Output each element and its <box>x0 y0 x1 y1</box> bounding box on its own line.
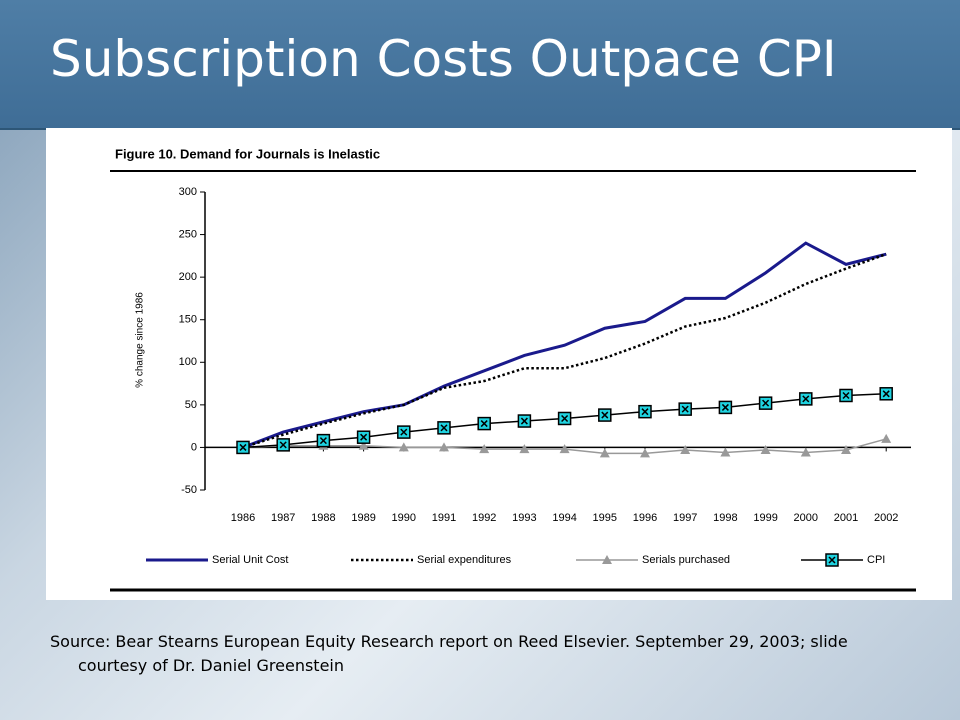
y-tick-label: 150 <box>179 314 197 326</box>
point-marker <box>799 392 813 406</box>
chart: Figure 10. Demand for Journals is Inelas… <box>46 128 952 600</box>
point-marker <box>638 404 652 419</box>
point-marker <box>358 440 369 450</box>
x-tick-label: 1997 <box>673 512 697 524</box>
point-marker <box>437 421 451 435</box>
point-marker <box>479 444 490 454</box>
point-marker <box>439 442 449 452</box>
point-marker <box>557 411 572 426</box>
series-line <box>242 241 887 449</box>
y-tick-label: 100 <box>179 356 197 368</box>
y-tick-label: 50 <box>185 399 197 411</box>
point-marker <box>236 440 250 455</box>
x-tick-label: 1994 <box>552 512 576 524</box>
point-marker <box>879 387 893 401</box>
point-marker <box>477 416 491 431</box>
legend-label: Serial expenditures <box>417 554 512 566</box>
x-tick-label: 1990 <box>392 512 416 524</box>
point-marker <box>599 448 610 458</box>
point-marker <box>602 555 612 564</box>
x-tick-label: 2002 <box>874 512 898 524</box>
point-marker <box>881 433 892 443</box>
point-marker <box>825 553 839 567</box>
point-marker <box>598 408 612 422</box>
y-tick-label: 300 <box>179 186 197 198</box>
x-tick-label: 1987 <box>271 512 295 524</box>
y-tick-label: 200 <box>179 271 197 283</box>
x-tick-label: 1998 <box>713 512 737 524</box>
legend-label: Serials purchased <box>642 554 730 566</box>
point-marker <box>559 444 570 454</box>
x-tick-label: 1992 <box>472 512 496 524</box>
x-tick-label: 2001 <box>834 512 858 524</box>
x-tick-label: 1999 <box>753 512 777 524</box>
point-marker <box>640 448 650 458</box>
point-marker <box>841 444 851 454</box>
legend-label: CPI <box>867 554 885 566</box>
x-tick-label: 1993 <box>512 512 536 524</box>
x-tick-label: 1988 <box>311 512 335 524</box>
slide-title: Subscription Costs Outpace CPI <box>50 30 837 88</box>
chart-title: Figure 10. Demand for Journals is Inelas… <box>115 146 380 161</box>
series-line <box>242 252 887 449</box>
x-tick-label: 1989 <box>351 512 375 524</box>
source-note: Source: Bear Stearns European Equity Res… <box>50 632 848 675</box>
x-tick-label: 1996 <box>633 512 657 524</box>
point-marker <box>276 438 290 452</box>
point-marker <box>316 433 331 448</box>
point-marker <box>758 396 773 410</box>
point-marker <box>678 402 692 416</box>
point-marker <box>398 442 409 452</box>
y-axis-label: % change since 1986 <box>135 292 146 388</box>
y-tick-label: -50 <box>181 484 197 496</box>
point-marker <box>397 425 411 439</box>
point-marker <box>517 414 532 428</box>
point-marker <box>718 400 733 415</box>
y-tick-label: 250 <box>179 228 197 240</box>
x-tick-label: 2000 <box>794 512 818 524</box>
y-tick-label: 0 <box>191 441 197 453</box>
legend-label: Serial Unit Cost <box>212 554 288 566</box>
x-tick-label: 1991 <box>432 512 456 524</box>
point-marker <box>720 447 731 457</box>
point-marker <box>519 444 530 454</box>
x-tick-label: 1995 <box>593 512 617 524</box>
point-marker <box>680 444 691 454</box>
point-marker <box>800 447 811 457</box>
point-marker <box>839 388 853 403</box>
point-marker <box>760 444 771 454</box>
point-marker <box>356 430 371 444</box>
x-tick-label: 1986 <box>231 512 255 524</box>
